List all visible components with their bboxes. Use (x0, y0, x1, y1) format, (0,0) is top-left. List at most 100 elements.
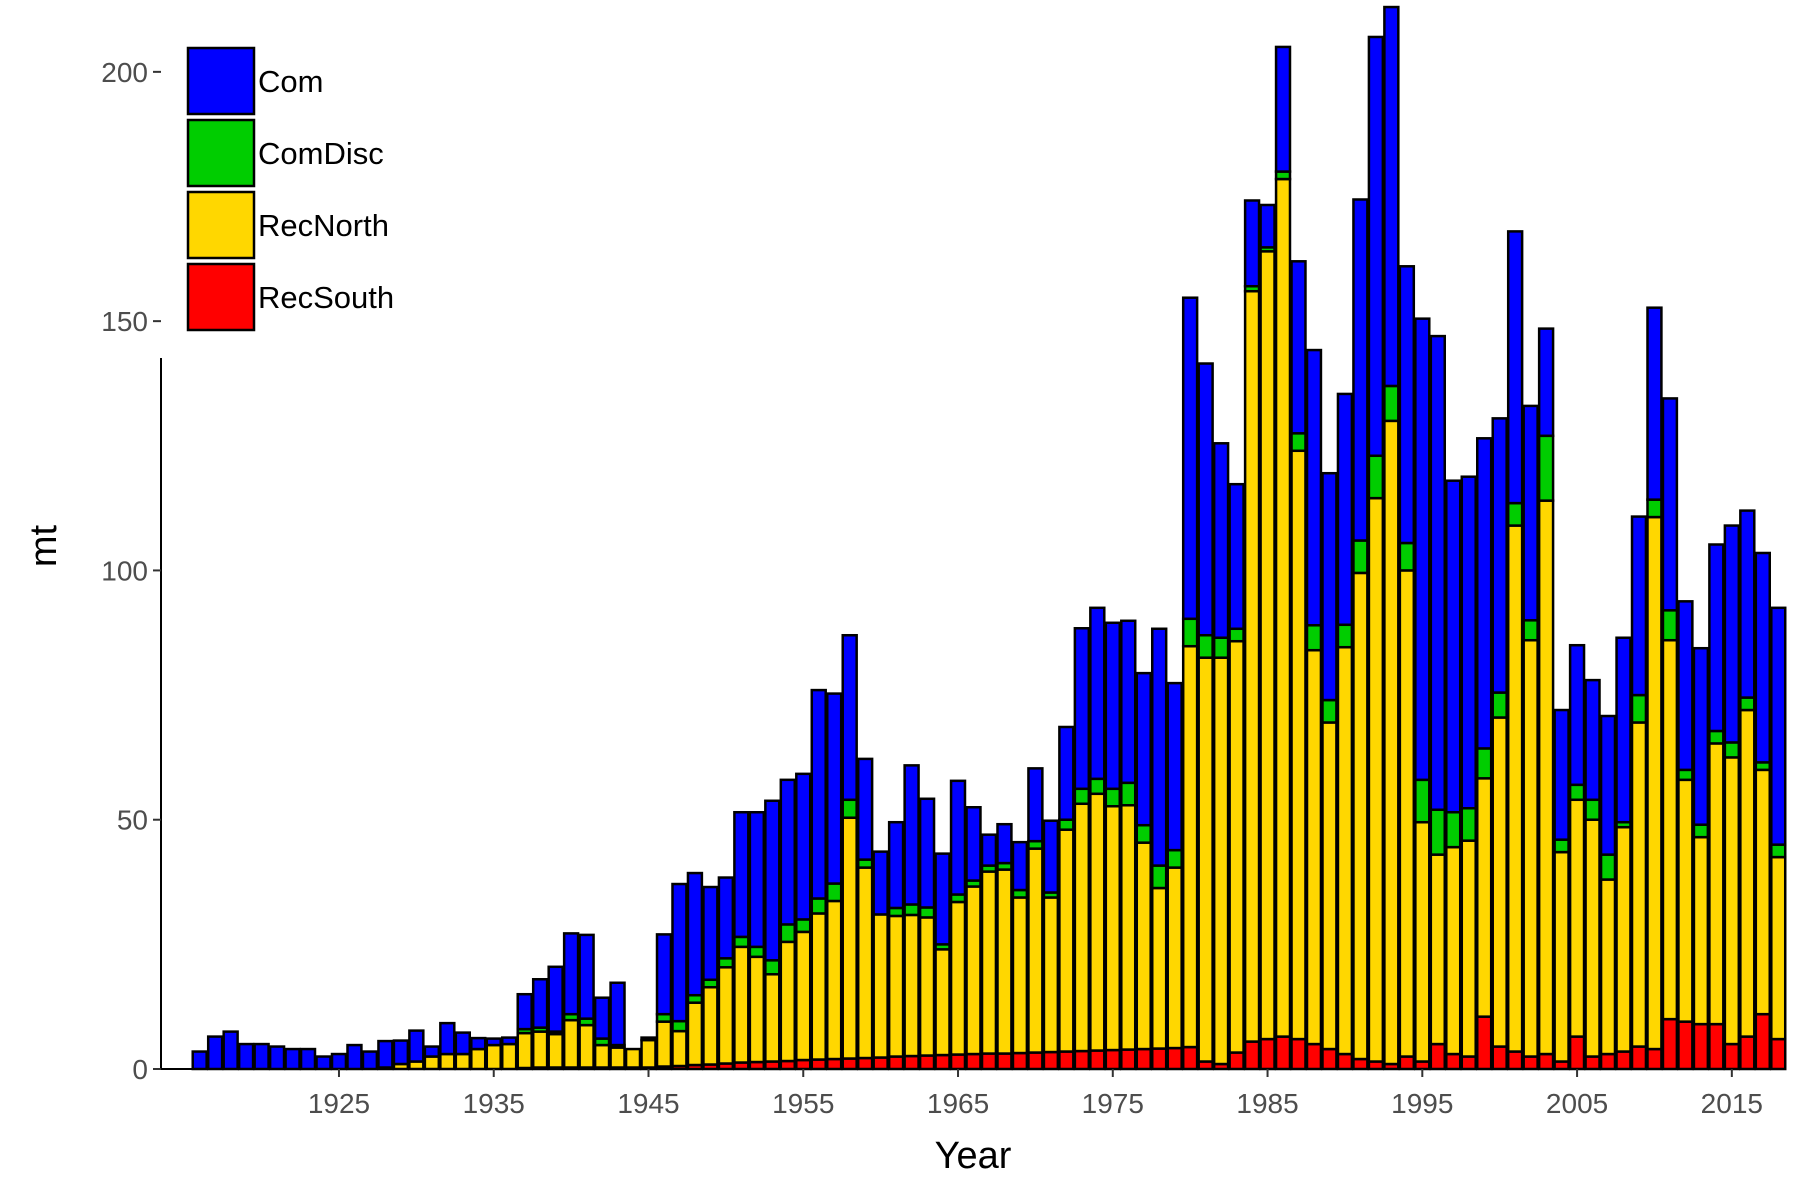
bar-comdisc-2001 (1506, 501, 1524, 527)
bar-recnorth-2009 (1630, 721, 1648, 1048)
bar-com-2004 (1553, 708, 1570, 841)
bar-comdisc-1954 (779, 923, 797, 944)
bar-comdisc-1972 (1058, 818, 1075, 831)
bar-com-1999 (1476, 437, 1493, 750)
bar-comdisc-2013 (1692, 823, 1710, 839)
bar-com-1936 (501, 1036, 518, 1046)
bar-comdisc-2005 (1568, 783, 1586, 802)
bar-com-1977 (1135, 671, 1152, 827)
bar-recsouth-1957 (826, 1057, 843, 1071)
x-tick-label: 1955 (772, 1088, 834, 1119)
y-tick-label: 150 (101, 306, 148, 337)
bar-com-2015 (1723, 524, 1741, 744)
bar-recnorth-1948 (686, 1001, 704, 1067)
bar-recnorth-1998 (1460, 839, 1477, 1058)
bar-recsouth-1976 (1120, 1048, 1137, 1071)
bar-comdisc-2011 (1661, 609, 1679, 642)
bar-recnorth-1946 (655, 1020, 673, 1068)
bar-com-1979 (1166, 681, 1183, 852)
bar-recsouth-1968 (996, 1052, 1013, 1071)
bar-com-1929 (392, 1039, 410, 1066)
bar-recsouth-2008 (1615, 1050, 1632, 1071)
bar-com-1997 (1445, 479, 1462, 814)
bar-recsouth-1998 (1460, 1055, 1477, 1071)
bar-recnorth-1965 (949, 900, 967, 1056)
bar-recsouth-1970 (1027, 1051, 1044, 1071)
bar-com-2008 (1615, 636, 1632, 824)
bar-comdisc-1993 (1383, 384, 1400, 423)
bar-com-1931 (423, 1045, 441, 1058)
bar-comdisc-2016 (1739, 696, 1756, 712)
bar-com-1988 (1305, 348, 1323, 627)
bar-recnorth-2008 (1615, 825, 1632, 1053)
bar-comdisc-1953 (764, 959, 781, 976)
bar-com-1924 (315, 1055, 332, 1071)
bar-recnorth-1980 (1181, 644, 1199, 1049)
bar-recnorth-2014 (1708, 742, 1725, 1026)
bar-comdisc-1987 (1290, 432, 1307, 453)
bar-recsouth-1994 (1398, 1055, 1416, 1071)
bar-recsouth-1986 (1274, 1035, 1292, 1071)
bar-recsouth-1956 (810, 1058, 827, 1071)
bar-recsouth-1959 (856, 1056, 874, 1071)
bar-com-1965 (949, 779, 967, 896)
bar-com-2013 (1692, 646, 1710, 826)
bar-recnorth-2000 (1491, 716, 1508, 1048)
bar-recsouth-2000 (1491, 1045, 1508, 1071)
bar-recnorth-1949 (702, 985, 719, 1066)
bar-comdisc-1976 (1120, 781, 1137, 807)
y-tick-label: 100 (101, 555, 148, 586)
bar-comdisc-2004 (1553, 838, 1570, 854)
bar-recnorth-1981 (1197, 656, 1214, 1063)
bar-comdisc-2015 (1723, 741, 1741, 759)
bar-recnorth-1961 (887, 914, 905, 1058)
bar-recsouth-1991 (1352, 1057, 1369, 1071)
bar-com-1946 (655, 933, 673, 1016)
bar-recnorth-1995 (1414, 820, 1431, 1063)
bar-com-2017 (1754, 551, 1771, 764)
bar-com-1916 (191, 1050, 208, 1071)
bar-recsouth-1974 (1089, 1049, 1106, 1071)
bar-recnorth-2004 (1553, 850, 1570, 1063)
bar-com-1950 (717, 876, 735, 960)
bar-com-1948 (686, 871, 704, 997)
legend-key-comdisc (186, 118, 256, 188)
bar-recsouth-1996 (1429, 1042, 1446, 1071)
bar-com-1932 (439, 1021, 456, 1056)
bar-recsouth-1988 (1305, 1042, 1323, 1071)
bar-comdisc-2009 (1630, 693, 1648, 724)
bar-recnorth-1971 (1042, 896, 1060, 1054)
bar-comdisc-1981 (1197, 633, 1214, 659)
bar-com-1966 (965, 806, 982, 882)
bar-recsouth-1984 (1243, 1040, 1261, 1071)
bar-recsouth-2013 (1692, 1022, 1710, 1071)
bar-recsouth-1965 (949, 1053, 967, 1071)
bar-recnorth-1992 (1367, 496, 1385, 1063)
bar-recnorth-1954 (779, 940, 797, 1063)
bar-recnorth-1999 (1476, 777, 1493, 1018)
bar-recnorth-1962 (903, 913, 920, 1058)
bar-recnorth-2012 (1677, 778, 1694, 1023)
bar-com-1967 (980, 833, 998, 867)
bar-comdisc-1975 (1104, 787, 1121, 808)
bar-com-2005 (1568, 643, 1586, 787)
bar-comdisc-1995 (1414, 778, 1431, 824)
bar-comdisc-2000 (1491, 691, 1508, 719)
bar-com-1983 (1228, 482, 1245, 631)
x-tick-label: 1925 (308, 1088, 370, 1119)
bar-recnorth-1990 (1336, 645, 1354, 1056)
bar-recnorth-1955 (795, 930, 812, 1062)
legend-label-com: Com (258, 64, 323, 99)
legend-label-comdisc: ComDisc (258, 136, 384, 171)
legend-key-com (186, 46, 256, 116)
bar-recnorth-1963 (918, 916, 936, 1057)
y-ticks: 0 50 100 150 200 (101, 57, 161, 1085)
bar-recsouth-1973 (1073, 1049, 1091, 1071)
bar-recnorth-1964 (934, 948, 951, 1057)
bar-recnorth-1979 (1166, 866, 1183, 1050)
bar-com-1947 (671, 882, 688, 1023)
bar-com-1976 (1120, 619, 1137, 785)
y-tick-label: 0 (132, 1054, 148, 1085)
bar-comdisc-1956 (810, 897, 827, 915)
